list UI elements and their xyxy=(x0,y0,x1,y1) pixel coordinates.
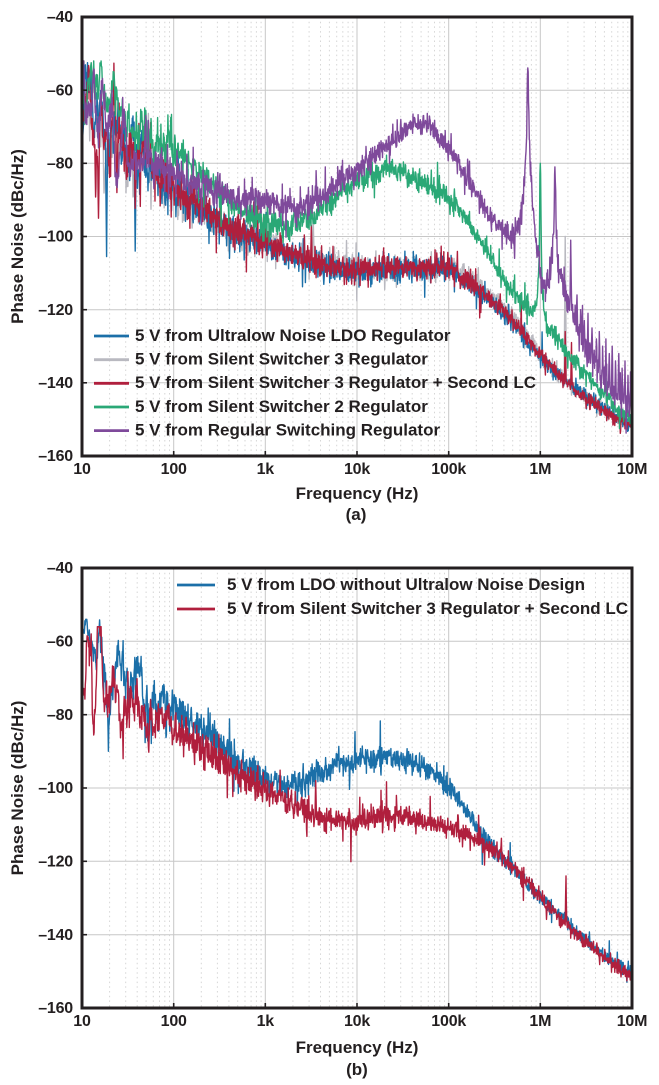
svg-text:10k: 10k xyxy=(344,1013,370,1030)
svg-text:5 V from Silent Switcher 3 Reg: 5 V from Silent Switcher 3 Regulator + S… xyxy=(135,373,536,392)
svg-text:–120: –120 xyxy=(38,302,73,319)
svg-text:1k: 1k xyxy=(257,461,275,478)
svg-text:(a): (a) xyxy=(346,505,367,524)
svg-text:10k: 10k xyxy=(344,461,370,478)
svg-text:5 V from Silent Switcher 2 Reg: 5 V from Silent Switcher 2 Regulator xyxy=(135,397,428,416)
svg-text:–100: –100 xyxy=(38,780,73,797)
svg-text:100: 100 xyxy=(161,461,187,478)
svg-text:1k: 1k xyxy=(257,1013,275,1030)
svg-text:Frequency (Hz): Frequency (Hz) xyxy=(296,484,419,503)
svg-text:10M: 10M xyxy=(617,1013,648,1030)
svg-text:(b): (b) xyxy=(346,1060,368,1079)
svg-text:100: 100 xyxy=(161,1013,187,1030)
svg-text:5 V from Silent Switcher 3 Reg: 5 V from Silent Switcher 3 Regulator + S… xyxy=(227,599,628,618)
svg-text:5 V from LDO without Ultralow: 5 V from LDO without Ultralow Noise Desi… xyxy=(227,575,585,594)
svg-text:100k: 100k xyxy=(431,461,466,478)
svg-text:10: 10 xyxy=(73,1013,91,1030)
svg-text:5 V from Silent Switcher 3 Reg: 5 V from Silent Switcher 3 Regulator xyxy=(135,350,428,369)
svg-text:1M: 1M xyxy=(529,1013,551,1030)
svg-text:–160: –160 xyxy=(38,1000,73,1017)
svg-text:–140: –140 xyxy=(38,375,73,392)
svg-text:100k: 100k xyxy=(431,1013,466,1030)
svg-text:–140: –140 xyxy=(38,927,73,944)
svg-text:Frequency (Hz): Frequency (Hz) xyxy=(296,1038,419,1057)
svg-text:–40: –40 xyxy=(47,560,73,577)
svg-text:–40: –40 xyxy=(47,9,73,26)
svg-text:5 V from Ultralow Noise LDO Re: 5 V from Ultralow Noise LDO Regulator xyxy=(135,326,451,345)
svg-text:–60: –60 xyxy=(47,82,73,99)
svg-text:–120: –120 xyxy=(38,854,73,871)
svg-text:Phase Noise (dBc/Hz): Phase Noise (dBc/Hz) xyxy=(8,149,27,324)
svg-text:10M: 10M xyxy=(617,461,648,478)
svg-text:–160: –160 xyxy=(38,448,73,465)
svg-text:–80: –80 xyxy=(47,156,73,173)
svg-text:Phase Noise (dBc/Hz): Phase Noise (dBc/Hz) xyxy=(8,701,27,876)
svg-text:5 V from Regular Switching Reg: 5 V from Regular Switching Regulator xyxy=(135,420,440,439)
svg-text:–60: –60 xyxy=(47,634,73,651)
svg-text:10: 10 xyxy=(73,461,91,478)
svg-text:–80: –80 xyxy=(47,707,73,724)
svg-text:–100: –100 xyxy=(38,229,73,246)
svg-text:1M: 1M xyxy=(529,461,551,478)
